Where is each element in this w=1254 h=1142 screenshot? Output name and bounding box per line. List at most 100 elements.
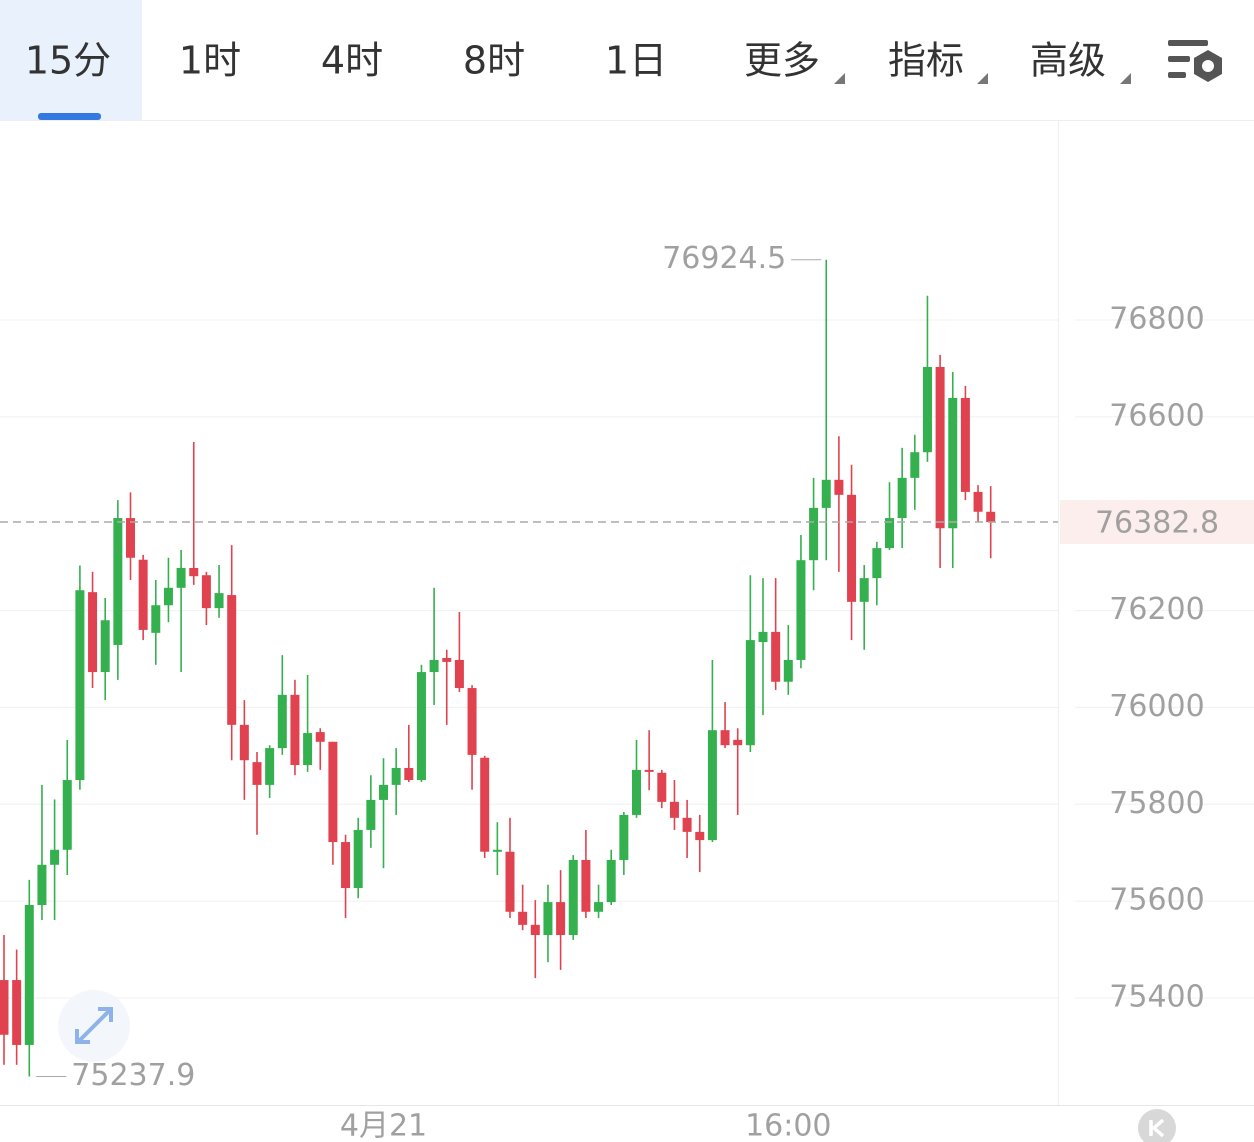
candle-body <box>695 831 705 841</box>
low-label: 75237.9 <box>71 1058 195 1093</box>
candle-body <box>265 748 275 785</box>
candle-body <box>0 980 9 1035</box>
tab[interactable]: 15分 <box>25 39 111 83</box>
candle-body <box>518 911 528 925</box>
candle-body <box>733 739 743 746</box>
y-tick-label: 75400 <box>1109 979 1204 1014</box>
candle-body <box>632 769 641 815</box>
candle-body <box>126 518 135 558</box>
candle-body <box>809 507 819 561</box>
candle-body <box>960 397 970 492</box>
candle-body <box>783 659 793 682</box>
candle-body <box>176 567 186 588</box>
candle-body <box>37 864 47 905</box>
candle-body <box>442 658 452 662</box>
candle-body <box>771 631 781 682</box>
candle-body <box>480 757 490 852</box>
candle-body <box>163 587 173 606</box>
candle-body <box>454 659 464 689</box>
y-tick-label: 75800 <box>1109 786 1204 821</box>
candle-body <box>379 784 388 800</box>
candle-body <box>606 859 616 903</box>
active-tab-indicator <box>38 113 101 120</box>
candle-body <box>62 780 72 850</box>
active-tab-bg <box>0 0 142 120</box>
logo-button[interactable] <box>1138 1109 1176 1142</box>
candle-body <box>303 733 313 766</box>
toolbar: 15分 1时 4时 8时 1日 更多 指标 高级 <box>25 39 1106 83</box>
candle-body <box>366 799 376 830</box>
tab[interactable]: 更多 <box>744 39 820 83</box>
x-tick-label: 4月21 <box>340 1109 427 1142</box>
candle-body <box>214 593 224 609</box>
candle-body <box>252 762 262 785</box>
last-price-label: 76382.8 <box>1095 506 1219 541</box>
x-tick-label: 16:00 <box>745 1109 831 1142</box>
candle-body <box>834 479 844 495</box>
candle-body <box>682 817 692 832</box>
tab[interactable]: 高级 <box>1030 39 1106 83</box>
y-tick-label: 76800 <box>1109 302 1204 337</box>
candle-body <box>847 494 857 602</box>
candle-body <box>720 730 730 746</box>
tab[interactable]: 4时 <box>321 39 383 83</box>
plot-area: 75400 75600 75800 76000 76200 76600 76800 4月21 1… <box>0 241 1254 1142</box>
zoom-button[interactable] <box>58 990 130 1062</box>
candle-body <box>492 849 502 852</box>
candle-body <box>239 724 249 761</box>
candle-body <box>644 769 654 772</box>
candle-body <box>581 859 591 912</box>
candle-body <box>758 631 768 643</box>
candle-body <box>796 560 806 660</box>
candle-body <box>859 578 869 602</box>
tab[interactable]: 1时 <box>179 39 241 83</box>
candle-body <box>429 659 439 673</box>
y-tick-label: 76600 <box>1109 398 1204 433</box>
candle-body <box>935 366 945 529</box>
candle-body <box>290 694 300 766</box>
candle-body <box>505 851 515 912</box>
candle-body <box>594 902 604 912</box>
last-price-box <box>1060 500 1254 545</box>
candle-body <box>189 567 199 577</box>
candle-body <box>530 924 540 936</box>
dropdown-icon <box>1120 73 1131 84</box>
settings-icon[interactable] <box>1168 40 1222 82</box>
candle-body <box>973 491 983 512</box>
candle-body <box>669 801 679 818</box>
tab[interactable]: 8时 <box>463 39 525 83</box>
candle-body <box>75 590 85 781</box>
candle-body <box>745 640 755 746</box>
candle-body <box>353 829 363 889</box>
candle-body <box>416 672 426 781</box>
y-tick-label: 75600 <box>1109 883 1204 918</box>
candle-body <box>227 595 237 725</box>
candle-body <box>88 592 98 673</box>
candle-body <box>24 904 34 1045</box>
candle-body <box>113 518 123 645</box>
candle-body <box>201 575 211 609</box>
candle-body <box>619 814 629 860</box>
candle-body <box>151 605 161 633</box>
candle-body <box>341 842 351 889</box>
candle-body <box>138 559 148 630</box>
candle-body <box>543 902 553 936</box>
candle-body <box>12 980 22 1045</box>
candle-body <box>821 479 831 508</box>
candle-body <box>910 452 920 478</box>
candle-body <box>885 518 894 549</box>
candle-body <box>391 767 401 785</box>
candle-body <box>948 397 958 529</box>
dropdown-icon <box>977 73 988 84</box>
candle-body <box>568 859 578 936</box>
tab[interactable]: 指标 <box>888 39 964 83</box>
high-label: 76924.5 <box>662 241 786 276</box>
y-tick-label: 76000 <box>1109 689 1204 724</box>
candle-body <box>100 620 110 673</box>
candle-body <box>897 477 907 519</box>
tab[interactable]: 1日 <box>605 39 667 83</box>
candle-body <box>404 767 414 781</box>
candle-body <box>657 772 667 802</box>
candle-body <box>707 730 717 841</box>
